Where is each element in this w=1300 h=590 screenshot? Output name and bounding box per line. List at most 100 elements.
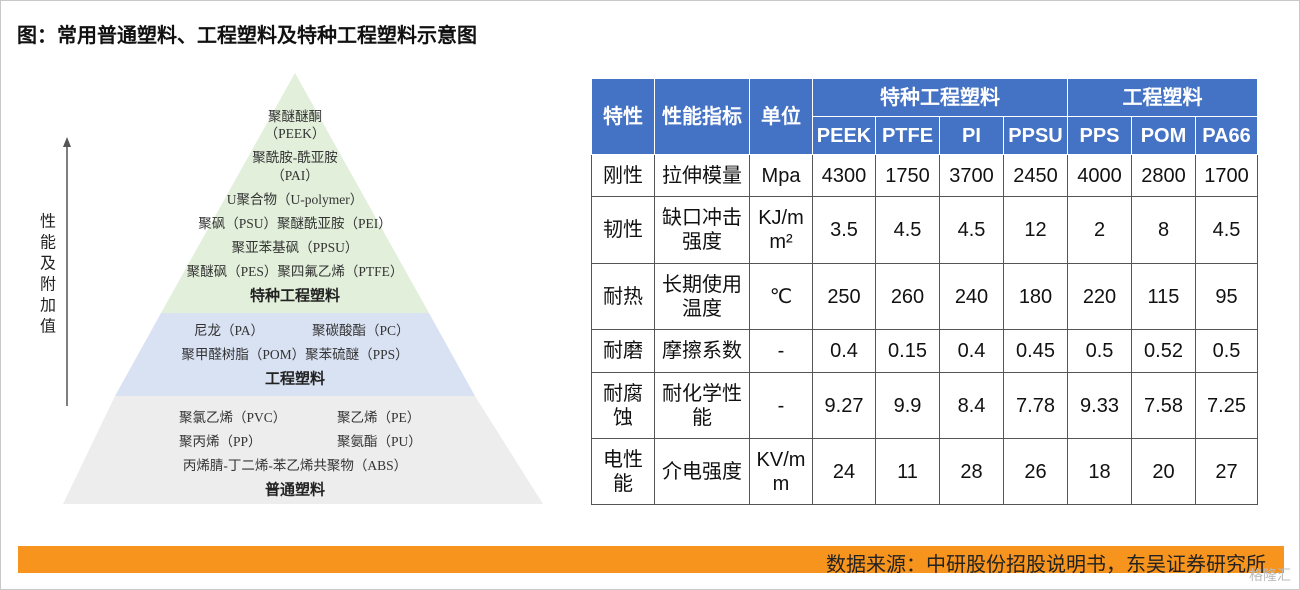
material: 聚醚砜（PES）聚四氟乙烯（PTFE） — [187, 264, 404, 279]
axis-label: 能 — [40, 234, 56, 252]
value-cell: 4.5 — [875, 196, 940, 264]
axis-label: 性 — [40, 213, 56, 231]
material: （PEEK） — [265, 126, 326, 141]
value-cell: 0.4 — [939, 329, 1004, 373]
header-cell: 性能指标 — [654, 78, 750, 155]
row-label: KJ/mm² — [749, 196, 813, 264]
column-header: PEEK — [812, 116, 876, 155]
material: 聚醚醚酮 — [268, 109, 322, 124]
title: 图：常用普通塑料、工程塑料及特种工程塑料示意图 — [17, 25, 477, 47]
row-label: 耐热 — [591, 263, 655, 330]
column-header: PI — [939, 116, 1004, 155]
value-cell: 18 — [1067, 438, 1132, 505]
material: 聚砜（PSU）聚醚酰亚胺（PEI） — [198, 216, 392, 231]
value-cell: 8 — [1131, 196, 1196, 264]
axis-label: 加 — [40, 297, 56, 315]
axis-label: 附 — [40, 276, 56, 294]
value-cell: 4000 — [1067, 154, 1132, 197]
value-cell: 2450 — [1003, 154, 1068, 197]
value-cell: 9.27 — [812, 372, 876, 439]
material: 丙烯腈-丁二烯-苯乙烯共聚物（ABS） — [183, 458, 407, 473]
value-cell: 26 — [1003, 438, 1068, 505]
value-cell: 0.15 — [875, 329, 940, 373]
value-cell: 7.25 — [1195, 372, 1258, 439]
column-header: PPS — [1067, 116, 1132, 155]
value-cell: 0.52 — [1131, 329, 1196, 373]
properties-table: 特性 性能指标 单位 特种工程塑料 工程塑料 PEEK PTFE PI PPSU PPS POM PA… — [591, 78, 1258, 505]
material: 聚乙烯（PE） — [337, 410, 420, 425]
axis-label: 值 — [40, 318, 56, 336]
source: 数据来源：中研股份招股说明书，东吴证券研究所 — [826, 554, 1266, 576]
row-label: 长期使用温度 — [654, 263, 750, 330]
value-cell: 27 — [1195, 438, 1258, 505]
value-cell: 20 — [1131, 438, 1196, 505]
row-label: 刚性 — [591, 154, 655, 197]
band-engineering — [115, 313, 475, 396]
band-special — [161, 73, 429, 313]
watermark: 格隆汇 — [1249, 567, 1291, 583]
row-label: 介电强度 — [654, 438, 750, 505]
material: 聚氯乙烯（PVC） — [179, 410, 286, 425]
value-cell: 8.4 — [939, 372, 1004, 439]
row-label: - — [749, 372, 813, 439]
value-cell: 1700 — [1195, 154, 1258, 197]
row-label: ℃ — [749, 263, 813, 330]
value-cell: 95 — [1195, 263, 1258, 330]
level-label: 普通塑料 — [265, 480, 325, 498]
value-cell: 0.45 — [1003, 329, 1068, 373]
value-cell: 4.5 — [1195, 196, 1258, 264]
material: 聚丙烯（PP） — [179, 434, 262, 449]
material: 聚甲醛树脂（POM）聚苯硫醚（PPS） — [181, 347, 408, 362]
material: 聚氨酯（PU） — [337, 434, 422, 449]
value-cell: 115 — [1131, 263, 1196, 330]
value-cell: 24 — [812, 438, 876, 505]
material: 聚亚苯基砜（PPSU） — [232, 239, 359, 255]
value-cell: 28 — [939, 438, 1004, 505]
row-label: 耐磨 — [591, 329, 655, 373]
value-cell: 2800 — [1131, 154, 1196, 197]
value-cell: 3700 — [939, 154, 1004, 197]
value-cell: 9.33 — [1067, 372, 1132, 439]
level-label: 特种工程塑料 — [250, 286, 340, 304]
row-label: 耐腐蚀 — [591, 372, 655, 439]
value-cell: 220 — [1067, 263, 1132, 330]
value-cell: 0.4 — [812, 329, 876, 373]
value-cell: 1750 — [875, 154, 940, 197]
value-cell: 260 — [875, 263, 940, 330]
axis-label: 及 — [40, 256, 56, 273]
column-header: POM — [1131, 116, 1196, 155]
value-cell: 4.5 — [939, 196, 1004, 264]
value-cell: 11 — [875, 438, 940, 505]
value-cell: 180 — [1003, 263, 1068, 330]
value-cell: 3.5 — [812, 196, 876, 264]
value-cell: 7.78 — [1003, 372, 1068, 439]
row-label: - — [749, 329, 813, 373]
header-cell: 特性 — [591, 78, 655, 155]
row-label: 摩擦系数 — [654, 329, 750, 373]
value-cell: 2 — [1067, 196, 1132, 264]
value-cell: 240 — [939, 263, 1004, 330]
row-label: Mpa — [749, 154, 813, 197]
band-general — [63, 396, 543, 504]
value-cell: 7.58 — [1131, 372, 1196, 439]
row-label: 拉伸模量 — [654, 154, 750, 197]
material: 尼龙（PA） — [194, 323, 264, 338]
material: 聚碳酸酯（PC） — [312, 323, 410, 338]
arrow-head — [63, 137, 71, 147]
header-cell: 单位 — [749, 78, 813, 155]
footer-bar: 数据来源：中研股份招股说明书，东吴证券研究所 — [18, 546, 1284, 576]
value-cell: 12 — [1003, 196, 1068, 264]
row-label: 耐化学性能 — [654, 372, 750, 439]
material: 聚酰胺-酰亚胺 — [252, 150, 338, 165]
group-header: 工程塑料 — [1067, 78, 1258, 117]
value-cell: 0.5 — [1195, 329, 1258, 373]
value-cell: 250 — [812, 263, 876, 330]
column-header: PTFE — [875, 116, 940, 155]
column-header: PA66 — [1195, 116, 1258, 155]
row-label: 缺口冲击强度 — [654, 196, 750, 264]
material: （PAI） — [271, 168, 319, 183]
group-header: 特种工程塑料 — [812, 78, 1068, 117]
row-label: 韧性 — [591, 196, 655, 264]
